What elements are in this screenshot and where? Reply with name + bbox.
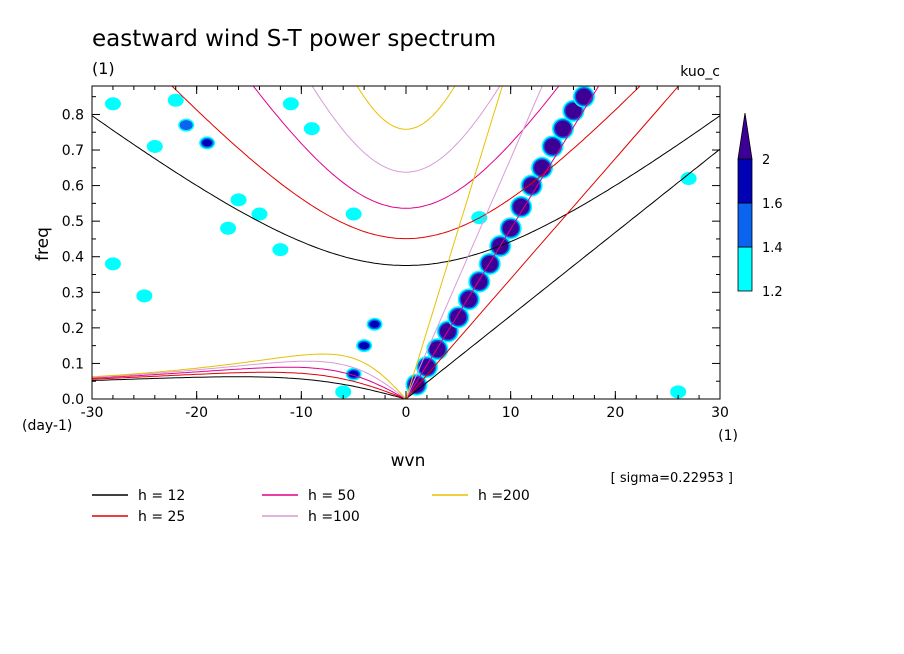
y-tick-label: 0.4 [62,250,84,266]
legend-label: h =200 [478,488,530,504]
power-patch [107,100,118,108]
y-tick-label: 0.0 [62,392,84,408]
x-tick-label: 30 [711,405,729,421]
x-tick-label: 0 [402,405,411,421]
power-patch [683,174,694,182]
colorbar-segment [737,158,753,204]
power-contours [104,86,697,399]
y-axis-unit: (day-1) [22,418,72,434]
power-patch [338,388,349,396]
y-tick-label: 0.2 [62,321,84,337]
ridge-patch [471,273,488,290]
ridge-patch [513,198,530,215]
power-patch [359,342,370,350]
power-patch [233,196,244,204]
kelvin-curve-h100 [405,86,543,399]
rossby-curve-h200 [92,353,407,399]
ridge-patch [429,341,446,358]
rossby-curve-h50 [92,366,407,399]
y-tick-label: 0.6 [62,179,84,195]
dispersion-curves [92,86,720,399]
chart-title: eastward wind S-T power spectrum [92,26,496,52]
x-tick-label: -10 [290,405,313,421]
x-tick-label: 10 [502,405,520,421]
colorbar: 1.2 1.4 1.6 2 [737,112,783,300]
ridge-patch [555,120,571,137]
power-patch [673,388,684,396]
run-label: kuo_c [680,64,720,80]
colorbar-label: 1.2 [762,285,783,300]
power-patch [348,210,359,218]
gravity-curve-h50 [252,86,560,209]
ridge-patch [544,138,561,155]
power-patch [285,100,296,108]
power-patch [170,96,181,104]
ridge-patch [565,102,582,119]
colorbar-label: 2 [762,153,770,168]
x-tick-label: -30 [81,405,104,421]
y-tick-label: 0.3 [62,285,84,301]
rossby-curve-h100 [92,360,407,399]
y-tick-label: 0.7 [62,143,84,159]
y-tick-label: 0.8 [62,107,84,123]
gravity-curve-h100 [311,86,501,173]
kelvin-curve-h200 [405,86,503,399]
rossby-curve-h12 [92,376,407,399]
sigma-label: [ sigma=0.22953 ] [611,471,733,486]
legend: h = 12 h = 25 h = 50 h =100 h =200 [92,488,530,525]
y-axis-label: freq [33,227,53,261]
kelvin-curve-h25 [405,86,680,399]
legend-label: h = 50 [308,488,355,504]
colorbar-segment [737,246,753,292]
axes: -30 -20 -10 0 10 20 30 0.0 0.1 0.2 0.3 0.4 0.5 0.6 0.7… [62,86,729,421]
gravity-curve-h12 [92,115,720,266]
gravity-curve-h200 [356,86,456,130]
power-patch [181,121,192,129]
y-tick-label: 0.1 [62,356,84,372]
power-patch [254,210,265,218]
power-patch [107,260,118,268]
colorbar-label: 1.6 [762,197,783,212]
chart-subtitle: (1) [92,59,115,78]
x-axis-label: wvn [391,451,426,471]
colorbar-label: 1.4 [762,241,783,256]
power-patch [223,224,234,232]
ridge-patch [575,88,592,105]
ridge-patch [534,159,551,176]
gravity-curve-h25 [171,86,641,240]
power-patch [306,125,317,133]
colorbar-top-triangle [737,112,753,160]
legend-label: h =100 [308,509,360,525]
ridge-patch [418,358,435,375]
legend-label: h = 25 [138,509,185,525]
y-tick-label: 0.5 [62,214,84,230]
colorbar-segment [737,202,753,248]
plot-frame [91,85,721,400]
power-patch [139,292,150,300]
legend-label: h = 12 [138,488,185,504]
power-patch [202,139,213,147]
ridge-patch [460,291,477,308]
kelvin-curve-h12 [405,148,720,399]
rossby-curve-h25 [92,371,407,399]
power-patch [369,320,380,328]
ridge-patch [523,177,540,194]
power-patch [149,142,160,150]
x-tick-label: -20 [185,405,208,421]
power-patch [275,246,286,254]
x-tick-label: 20 [606,405,624,421]
x-axis-unit: (1) [718,428,738,444]
kelvin-curve-h50 [405,86,600,399]
